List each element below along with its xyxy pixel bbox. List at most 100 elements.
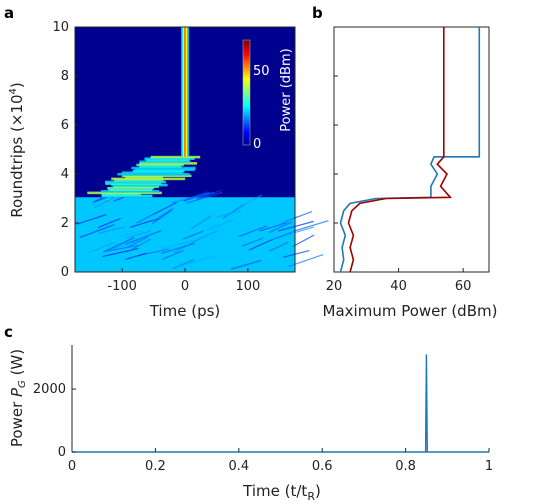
noise-streak (152, 209, 173, 224)
soliton-band (125, 176, 163, 179)
soliton-band (87, 191, 162, 195)
noise-streak (197, 229, 219, 241)
noise-streak (79, 224, 115, 238)
noise-streak (241, 237, 263, 247)
noise-streak (161, 239, 195, 250)
soliton-band (114, 179, 164, 182)
soliton-band (150, 155, 201, 159)
noise-streak (238, 225, 268, 238)
colorbar-label: Power (dBm) (279, 48, 294, 131)
noise-streak (118, 229, 144, 238)
noise-streak (186, 191, 223, 204)
noise-streak (136, 210, 160, 224)
noise-region (75, 197, 295, 272)
noise-streak (98, 226, 126, 234)
soliton-band (139, 162, 198, 165)
noise-streak (248, 238, 273, 251)
soliton-band (131, 166, 196, 170)
noise-streak (97, 217, 121, 229)
noise-streak (172, 258, 195, 270)
noise-streak (238, 194, 263, 208)
noise-streak (292, 220, 329, 232)
noise-streak (126, 230, 151, 239)
noise-streak (104, 237, 135, 252)
panel-c-series (72, 354, 489, 453)
heatmap-y-tick-label: 0 (61, 265, 69, 280)
noise-streak (269, 221, 293, 233)
colorbar-tick-50: 50 (253, 64, 270, 79)
heatmap-y-tick-label: 2 (61, 216, 69, 231)
soliton-band (132, 169, 185, 173)
soliton-band (121, 171, 183, 174)
noise-streak (171, 191, 210, 204)
panel-b-series (339, 27, 481, 273)
panel-b-x-label: Maximum Power (dBm) (323, 302, 498, 320)
heatmap-ticks: -100 0 100 0 2 4 6 8 10 (52, 20, 260, 294)
panel-c-x-tick-label: 0.8 (395, 459, 416, 474)
noise-streak (268, 241, 289, 252)
soliton-band (111, 177, 186, 181)
noise-streak (196, 189, 222, 200)
noise-streak (161, 250, 184, 260)
soliton-band (101, 190, 160, 193)
panel-b-series-1 (347, 27, 453, 273)
panel-c-y-label: Power PG (W) (8, 349, 28, 447)
panel-c-x-tick-label: 1 (485, 459, 493, 474)
panel-b-ticks: 20 40 60 (326, 26, 471, 294)
panel-b-x-tick-label: 40 (390, 279, 407, 294)
soliton-band (139, 160, 191, 164)
noise-streak (278, 220, 314, 232)
line-panel-c: 0 0.2 0.4 0.6 0.8 1 0 2000 Time (t/tR) Power PG… (8, 345, 493, 503)
panel-b-series-0 (339, 27, 481, 273)
panel-c-x-label: Time (t/tR) (242, 482, 321, 503)
panel-label-b: b (312, 4, 323, 22)
soliton-band (101, 194, 153, 198)
soliton-band (146, 158, 190, 162)
colorbar (242, 39, 251, 146)
noise-streak (76, 214, 107, 225)
noise-streak (230, 259, 262, 270)
panel-c-x-tick-label: 0.4 (228, 459, 249, 474)
soliton-band (144, 157, 195, 160)
panel-c-ticks: 0 0.2 0.4 0.6 0.8 1 0 2000 (33, 382, 493, 474)
heatmap-x-tick-label: 0 (181, 279, 189, 294)
heatmap-x-tick-label: 100 (235, 279, 260, 294)
soliton-band (121, 174, 192, 178)
heatmap-panel-a: -100 0 100 0 2 4 6 8 10 50 0 Power (dBm) Time (p… (8, 20, 329, 320)
noise-streak (282, 249, 310, 258)
soliton-band (104, 180, 167, 184)
panel-c-y-tick-label: 0 (58, 445, 66, 460)
heatmap-y-tick-label: 10 (52, 20, 69, 35)
heatmap-y-label: Roundtrips (×104) (8, 82, 26, 218)
panel-b-frame (333, 26, 490, 273)
noise-streak (125, 238, 151, 254)
panel-c-x-tick-label: 0 (68, 459, 76, 474)
noise-streak (269, 216, 299, 229)
pulse-core (184, 27, 186, 157)
noise-streak (160, 242, 195, 254)
noise-streak (222, 203, 245, 219)
noise-streak (152, 207, 175, 222)
soliton-band (134, 168, 195, 171)
heatmap-x-label: Time (ps) (149, 302, 221, 320)
noise-streak (271, 231, 292, 241)
heatmap-y-tick-label: 8 (61, 69, 69, 84)
noise-streak (184, 254, 217, 266)
panel-b-x-tick-label: 20 (326, 279, 343, 294)
soliton-band (107, 186, 155, 190)
colorbar-tick-0: 0 (253, 137, 261, 152)
noise-streak (102, 244, 139, 253)
noise-streak (287, 253, 324, 268)
soliton-band (136, 163, 184, 167)
panel-c-x-tick-label: 0.2 (145, 459, 166, 474)
noise-streak (125, 230, 162, 245)
panel-label-c: c (4, 323, 13, 341)
noise-streak (125, 252, 148, 260)
soliton-band (108, 188, 153, 192)
panel-label-a: a (4, 4, 14, 22)
soliton-band (111, 183, 168, 187)
noise-streak (215, 210, 241, 218)
noise-streak (206, 219, 233, 231)
noise-streak (190, 215, 212, 230)
soliton-band (113, 185, 159, 188)
